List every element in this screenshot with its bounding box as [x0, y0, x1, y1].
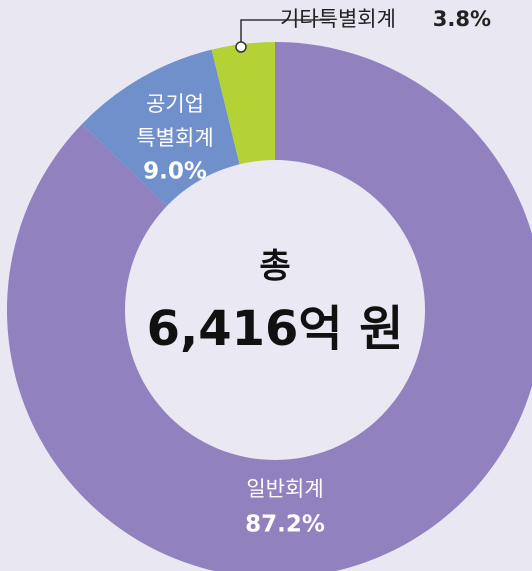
donut-hole	[125, 160, 425, 460]
center-total: 6,416억 원	[147, 301, 404, 357]
value-label: 9.0%	[143, 159, 207, 185]
value-label: 3.8%	[433, 7, 491, 31]
slice-label: 기타특별회계	[280, 7, 396, 31]
value-label: 87.2%	[245, 512, 325, 538]
slice-label: 일반회계	[246, 477, 323, 501]
slice-label: 공기업 특별회계	[136, 92, 213, 150]
callout-dot	[235, 41, 247, 53]
center-title: 총	[259, 247, 290, 287]
callout-line	[240, 19, 330, 47]
